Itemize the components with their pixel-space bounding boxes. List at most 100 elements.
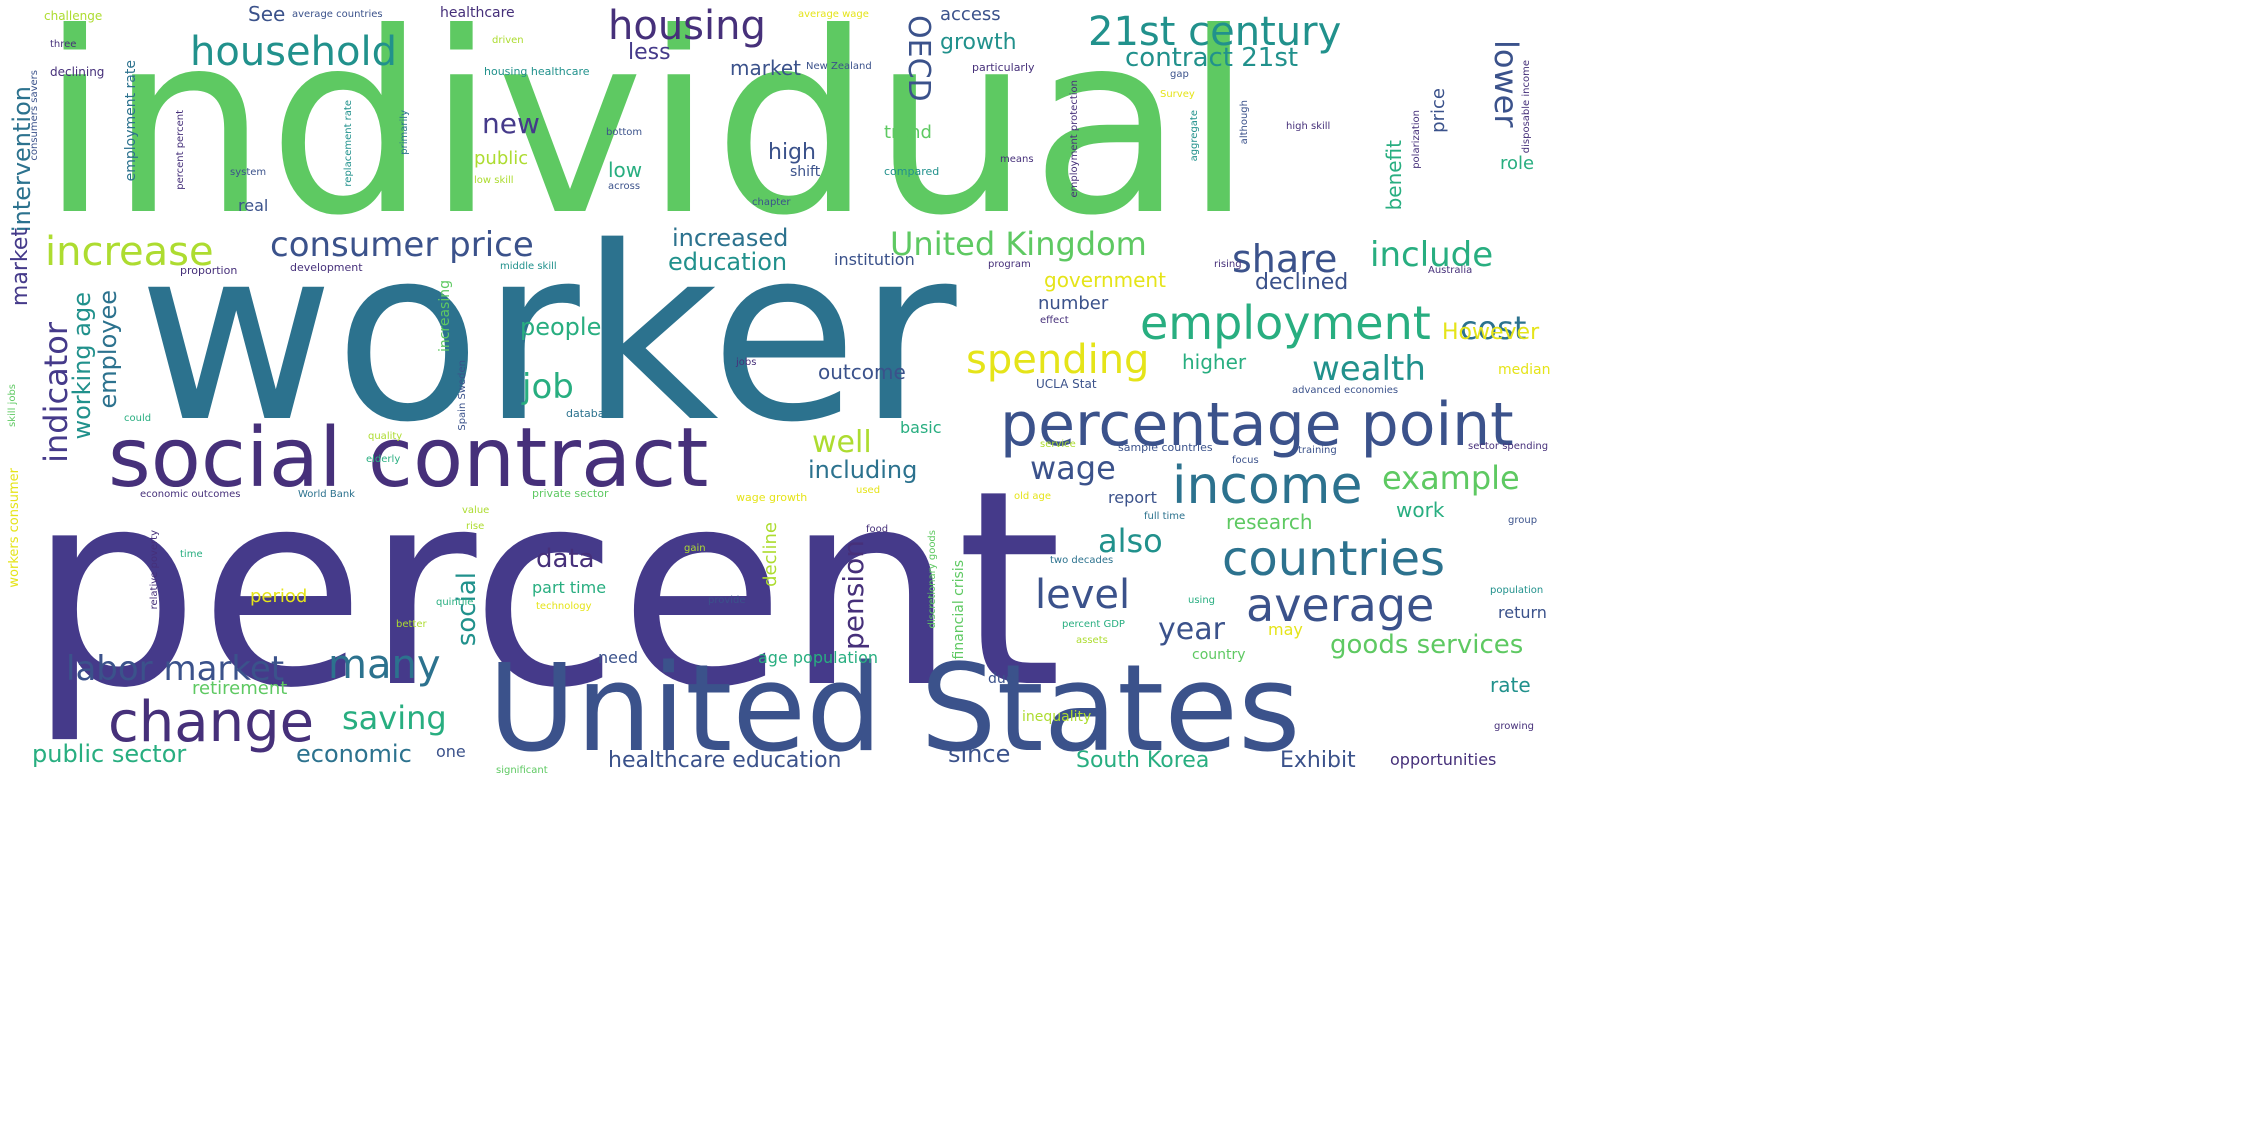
word-wage: wage xyxy=(1030,449,1116,487)
word-provide: provide xyxy=(708,595,746,606)
word-one: one xyxy=(436,742,466,761)
word-work: work xyxy=(1396,498,1445,522)
word-system: system xyxy=(230,167,267,178)
word-gain: gain xyxy=(684,543,706,554)
word-retirement: retirement xyxy=(192,678,288,699)
word-sample-countries: sample countries xyxy=(1118,441,1213,454)
word-compared: compared xyxy=(884,165,940,178)
word-middle-skill: middle skill xyxy=(500,261,557,272)
word-countries: countries xyxy=(1222,531,1446,587)
word-chapter: chapter xyxy=(752,197,791,208)
word-real: real xyxy=(238,196,269,215)
word-number: number xyxy=(1038,293,1109,314)
word-market-vertical: market xyxy=(8,228,33,307)
word-institution: institution xyxy=(834,250,915,269)
word-rate: rate xyxy=(1490,673,1531,697)
word-financial-crisis: financial crisis xyxy=(951,560,967,660)
word-group: group xyxy=(1508,515,1538,526)
word-wage-growth: wage growth xyxy=(736,491,808,504)
word-percentage-point: percentage point xyxy=(1000,390,1514,460)
word-discretionary-goods: discretionary goods xyxy=(927,530,938,629)
word-21st-century: 21st century xyxy=(1088,9,1342,55)
word-old-age: old age xyxy=(1014,491,1052,502)
word-proportion: proportion xyxy=(180,264,238,277)
word-percent-gdp: percent GDP xyxy=(1062,619,1125,630)
word-aggregate: aggregate xyxy=(1189,110,1200,162)
word-shift: shift xyxy=(790,164,821,180)
word-significant: significant xyxy=(496,765,548,776)
word-average-wage: average wage xyxy=(798,9,869,20)
word-labor-market: labor market xyxy=(66,649,285,689)
word-include: include xyxy=(1370,235,1494,275)
word-growth: growth xyxy=(940,30,1017,55)
word-gap: gap xyxy=(1170,69,1189,80)
word-elderly: elderly xyxy=(366,454,401,465)
word-assets: assets xyxy=(1076,635,1108,646)
word-age-population: age population xyxy=(758,648,879,667)
word-market: market xyxy=(730,56,801,80)
word-social: social xyxy=(452,572,482,647)
word-return: return xyxy=(1498,603,1547,622)
word-worker: worker xyxy=(138,195,957,475)
word-quality: quality xyxy=(368,431,403,442)
word-many: many xyxy=(328,642,441,688)
word-survey: Survey xyxy=(1160,89,1195,100)
word-economic: economic xyxy=(296,740,412,768)
word-average-countries: average countries xyxy=(292,9,383,20)
word-skill-jobs: skill jobs xyxy=(7,384,18,427)
word-relative-poverty: relative poverty xyxy=(149,530,160,610)
word-wealth: wealth xyxy=(1312,349,1426,389)
word-population: population xyxy=(1490,585,1544,596)
word-value: value xyxy=(462,505,490,516)
word-rising: rising xyxy=(1214,259,1242,270)
word-primarily: primarily xyxy=(399,110,410,155)
word-basic: basic xyxy=(900,418,942,437)
word-jobs: jobs xyxy=(736,357,757,368)
word-low: low xyxy=(608,158,643,182)
word-report: report xyxy=(1108,488,1157,507)
word-bottom: bottom xyxy=(606,127,643,138)
word-individual: individual xyxy=(40,0,1254,270)
word-outcome: outcome xyxy=(818,360,906,384)
word-saving: saving xyxy=(342,699,447,737)
word-replacement-rate: replacement rate xyxy=(343,100,354,187)
word-role: role xyxy=(1500,153,1535,174)
word-change: change xyxy=(108,690,315,755)
word-growing: growing xyxy=(1494,721,1534,732)
word-ucla-stat: UCLA Stat xyxy=(1036,377,1097,391)
word-including: including xyxy=(808,456,918,484)
word-new-zealand: New Zealand xyxy=(806,61,872,72)
word-contract-21st: contract 21st xyxy=(1125,43,1299,73)
word-people: people xyxy=(520,313,602,341)
word-average: average xyxy=(1246,578,1435,632)
word-country: country xyxy=(1192,647,1246,663)
word-sector-spending: sector spending xyxy=(1468,441,1549,452)
word-driven: driven xyxy=(492,35,524,46)
word-less: less xyxy=(628,40,671,65)
word-service: service xyxy=(1040,439,1076,450)
word-although: although xyxy=(1239,100,1250,145)
word-since: since xyxy=(948,740,1011,768)
word-program: program xyxy=(988,259,1031,270)
word-could: could xyxy=(124,413,152,424)
word-see: See xyxy=(248,2,286,26)
word-rise: rise xyxy=(466,521,485,532)
word-declining: declining xyxy=(50,65,105,79)
word-high-skill: high skill xyxy=(1286,121,1331,132)
word-better: better xyxy=(396,619,427,630)
word-polarization: polarization xyxy=(1411,110,1422,169)
word-employment-protection: employment protection xyxy=(1069,80,1080,198)
word-example: example xyxy=(1382,459,1520,497)
word-employment-rate: employment rate xyxy=(123,60,139,182)
word-median: median xyxy=(1498,362,1551,378)
word-effect: effect xyxy=(1040,315,1069,326)
word-pension: pension xyxy=(837,540,870,650)
word-decline: decline xyxy=(760,522,781,587)
word-social-contract: social contract xyxy=(108,411,709,506)
word-healthcare: healthcare xyxy=(440,5,515,21)
word-access: access xyxy=(940,4,1001,25)
word-oecd: OECD xyxy=(901,15,936,102)
word-high: high xyxy=(768,140,816,165)
word-research: research xyxy=(1226,510,1313,534)
